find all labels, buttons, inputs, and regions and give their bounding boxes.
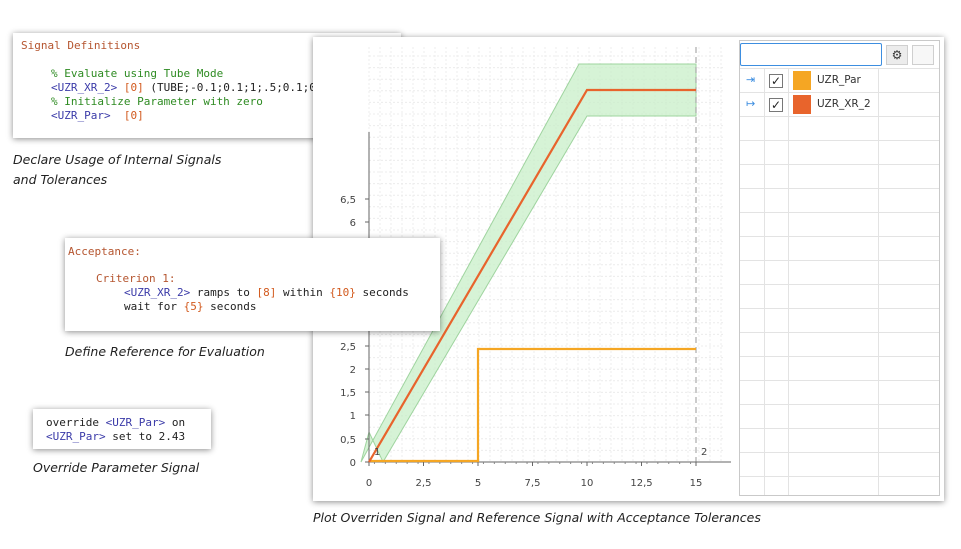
signal-ref: <UZR_Par> bbox=[105, 416, 166, 429]
legend-empty-row bbox=[740, 332, 939, 356]
x-tick-label: 10 bbox=[581, 478, 594, 489]
legend-item-label: UZR_Par bbox=[817, 74, 861, 86]
x-tick-label: 12,5 bbox=[630, 478, 652, 489]
target-value: [8] bbox=[256, 286, 277, 299]
duration-value: {10} bbox=[329, 286, 356, 299]
y-tick-label: 6 bbox=[350, 218, 356, 229]
grid-divider bbox=[764, 68, 765, 495]
signal-legend: ⚙ ⇥ ✓ UZR_Par ↦ ✓ UZR_XR_2 bbox=[739, 40, 940, 496]
wait-value: {5} bbox=[183, 300, 204, 313]
grid-divider bbox=[878, 68, 879, 495]
y-tick-label: 2,5 bbox=[340, 342, 356, 353]
code-word: wait for bbox=[124, 300, 177, 313]
caption-override: Override Parameter Signal bbox=[33, 460, 200, 475]
signal-search-input[interactable] bbox=[740, 43, 882, 66]
marker-label: 1 bbox=[374, 447, 380, 458]
code-word: set to 2.43 bbox=[112, 430, 186, 443]
legend-list: ⇥ ✓ UZR_Par ↦ ✓ UZR_XR_2 bbox=[740, 68, 939, 495]
signal-ref: <UZR_XR_2> bbox=[124, 286, 191, 299]
signal-ref: <UZR_Par> bbox=[46, 430, 106, 443]
legend-empty-row bbox=[740, 164, 939, 188]
arrow-in-icon: ⇥ bbox=[746, 73, 756, 86]
legend-item[interactable]: ⇥ ✓ UZR_Par bbox=[740, 68, 939, 92]
signal-definitions-header: Signal Definitions bbox=[21, 39, 141, 52]
code-word: seconds bbox=[362, 286, 409, 299]
x-tick-label: 2,5 bbox=[416, 478, 432, 489]
marker-label: 2 bbox=[701, 447, 707, 458]
legend-empty-row bbox=[740, 428, 939, 452]
wait-line: wait for {5} seconds bbox=[124, 300, 256, 314]
caption-declare: Declare Usage of Internal Signals and To… bbox=[13, 150, 221, 190]
acceptance-panel: Acceptance: Criterion 1: <UZR_XR_2> ramp… bbox=[65, 238, 440, 331]
criterion-line: <UZR_XR_2> ramps to [8] within {10} seco… bbox=[124, 286, 409, 300]
legend-empty-row bbox=[740, 116, 939, 140]
y-tick-label: 2 bbox=[350, 365, 356, 376]
legend-empty-row bbox=[740, 140, 939, 164]
code-word: seconds bbox=[210, 300, 257, 313]
legend-empty-row bbox=[740, 476, 939, 500]
code-comment: % Evaluate using Tube Mode bbox=[51, 67, 224, 80]
y-tick-label: 6,5 bbox=[340, 195, 356, 206]
y-tick-label: 0,5 bbox=[340, 435, 356, 446]
x-tick-label: 7,5 bbox=[525, 478, 541, 489]
color-swatch[interactable] bbox=[793, 71, 811, 90]
y-tick-label: 0 bbox=[350, 458, 356, 469]
legend-empty-row bbox=[740, 308, 939, 332]
gear-icon[interactable]: ⚙ bbox=[886, 45, 908, 65]
criterion-label: Criterion 1: bbox=[96, 272, 176, 285]
grid-divider bbox=[788, 68, 789, 495]
x-tick-label: 5 bbox=[475, 478, 481, 489]
acceptance-header: Acceptance: bbox=[68, 245, 141, 258]
arrow-out-icon: ↦ bbox=[746, 97, 756, 110]
legend-empty-row bbox=[740, 188, 939, 212]
override-panel: override <UZR_Par> on <UZR_Par> set to 2… bbox=[33, 409, 211, 449]
code-line-par: <UZR_Par> [0] bbox=[51, 109, 144, 123]
legend-empty-row bbox=[740, 404, 939, 428]
legend-item[interactable]: ↦ ✓ UZR_XR_2 bbox=[740, 92, 939, 116]
signal-ref: <UZR_Par> bbox=[51, 109, 111, 122]
code-word: ramps to bbox=[196, 286, 250, 299]
series-line-uzr_par bbox=[369, 347, 696, 463]
override-line2: <UZR_Par> set to 2.43 bbox=[46, 430, 185, 444]
y-tick-label: 1,5 bbox=[340, 388, 356, 399]
toggle-button[interactable] bbox=[912, 45, 934, 65]
override-line1: override <UZR_Par> on bbox=[46, 416, 185, 430]
x-tick-label: 15 bbox=[690, 478, 703, 489]
caption-plot: Plot Overriden Signal and Reference Sign… bbox=[313, 510, 761, 525]
visibility-checkbox[interactable]: ✓ bbox=[769, 74, 783, 88]
legend-empty-row bbox=[740, 452, 939, 476]
legend-empty-row bbox=[740, 236, 939, 260]
signal-index: [0] bbox=[123, 81, 144, 94]
legend-empty-row bbox=[740, 212, 939, 236]
caption-line: Declare Usage of Internal Signals bbox=[13, 152, 222, 167]
code-word: on bbox=[171, 416, 186, 429]
tolerance-band bbox=[360, 63, 697, 464]
legend-item-label: UZR_XR_2 bbox=[817, 98, 871, 110]
caption-line: and Tolerances bbox=[13, 172, 108, 187]
legend-empty-row bbox=[740, 284, 939, 308]
code-comment: % Initialize Parameter with zero bbox=[51, 95, 263, 108]
legend-empty-row bbox=[740, 380, 939, 404]
code-word: override bbox=[46, 416, 99, 429]
visibility-checkbox[interactable]: ✓ bbox=[769, 98, 783, 112]
series-line-uzr_xr_2 bbox=[368, 88, 696, 463]
code-word: within bbox=[282, 286, 323, 299]
signal-index: [0] bbox=[123, 109, 144, 122]
legend-toolbar: ⚙ bbox=[740, 41, 939, 68]
caption-reference: Define Reference for Evaluation bbox=[65, 344, 265, 359]
legend-empty-row bbox=[740, 260, 939, 284]
signal-ref: <UZR_XR_2> bbox=[51, 81, 118, 94]
y-tick-label: 1 bbox=[350, 411, 356, 422]
x-tick-label: 0 bbox=[366, 478, 372, 489]
color-swatch[interactable] bbox=[793, 95, 811, 114]
legend-empty-row bbox=[740, 356, 939, 380]
